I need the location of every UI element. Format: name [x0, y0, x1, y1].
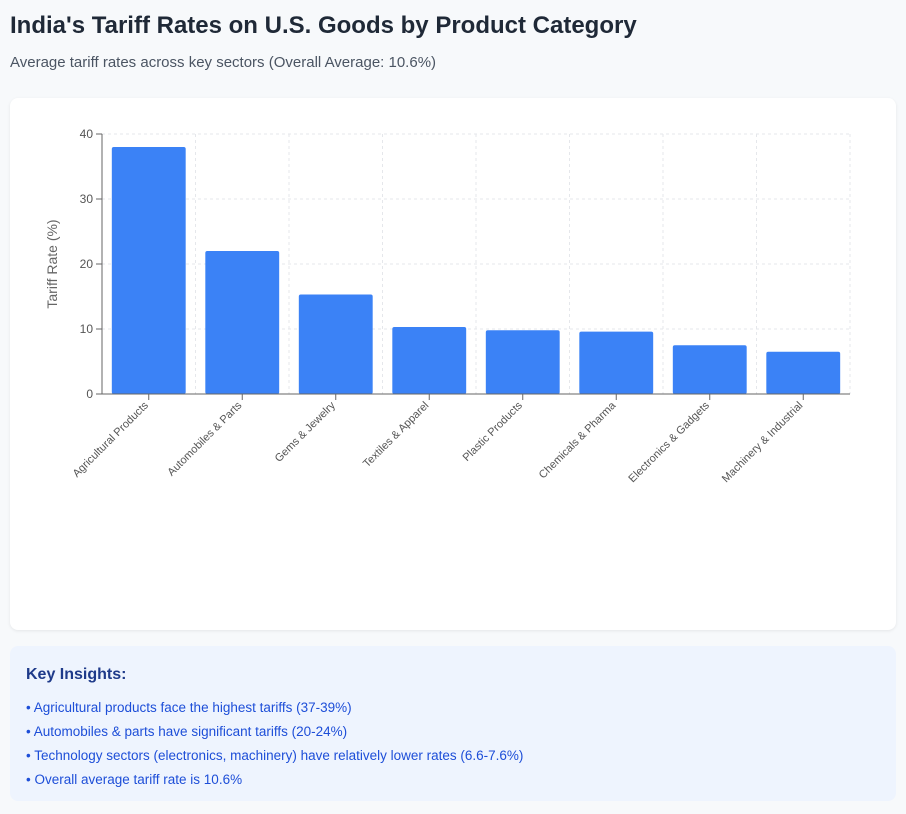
bar	[672, 345, 747, 394]
x-tick-label: Automobiles & Parts	[165, 399, 244, 478]
chart-card: 0 10 20 30 40 Agricultural Products Automobile…	[10, 98, 896, 630]
page-title: India's Tariff Rates on U.S. Goods by Pr…	[10, 12, 637, 39]
insight-item: • Technology sectors (electronics, machi…	[26, 748, 524, 763]
y-tick-label: 0	[86, 387, 93, 401]
x-tick-label: Plastic Products	[461, 399, 526, 464]
y-axis-title: Tariff Rate (%)	[44, 219, 60, 308]
x-tick-label: Agricultural Products	[71, 399, 152, 480]
y-tick-label: 20	[80, 257, 94, 271]
y-tick-label: 30	[80, 192, 94, 206]
insights-title: Key Insights:	[26, 666, 127, 683]
insights-list: • Agricultural products face the highest…	[26, 696, 880, 792]
x-tick-label: Chemicals & Pharma	[537, 399, 619, 481]
bar	[579, 331, 654, 394]
x-tick-label: Electronics & Gadgets	[626, 399, 712, 485]
x-tick-label: Machinery & Industrial	[720, 400, 805, 485]
bar	[205, 251, 280, 394]
insights-panel: Key Insights: • Agricultural products fa…	[10, 646, 896, 801]
bar	[766, 351, 841, 394]
insight-item: • Automobiles & parts have significant t…	[26, 724, 348, 739]
y-tick-label: 10	[80, 322, 94, 336]
x-tick-label: Gems & Jewelry	[273, 399, 338, 464]
bar	[111, 147, 186, 394]
y-tick-label: 40	[80, 127, 94, 141]
bar	[298, 294, 373, 394]
bar-chart: 0 10 20 30 40 Agricultural Products Automobile…	[44, 127, 851, 485]
insight-item: • Agricultural products face the highest…	[26, 700, 352, 715]
bar	[392, 327, 467, 394]
page-subtitle: Average tariff rates across key sectors …	[10, 54, 437, 71]
insight-item: • Overall average tariff rate is 10.6%	[26, 772, 243, 787]
bar	[485, 330, 560, 394]
x-tick-label: Textiles & Apparel	[361, 400, 431, 470]
